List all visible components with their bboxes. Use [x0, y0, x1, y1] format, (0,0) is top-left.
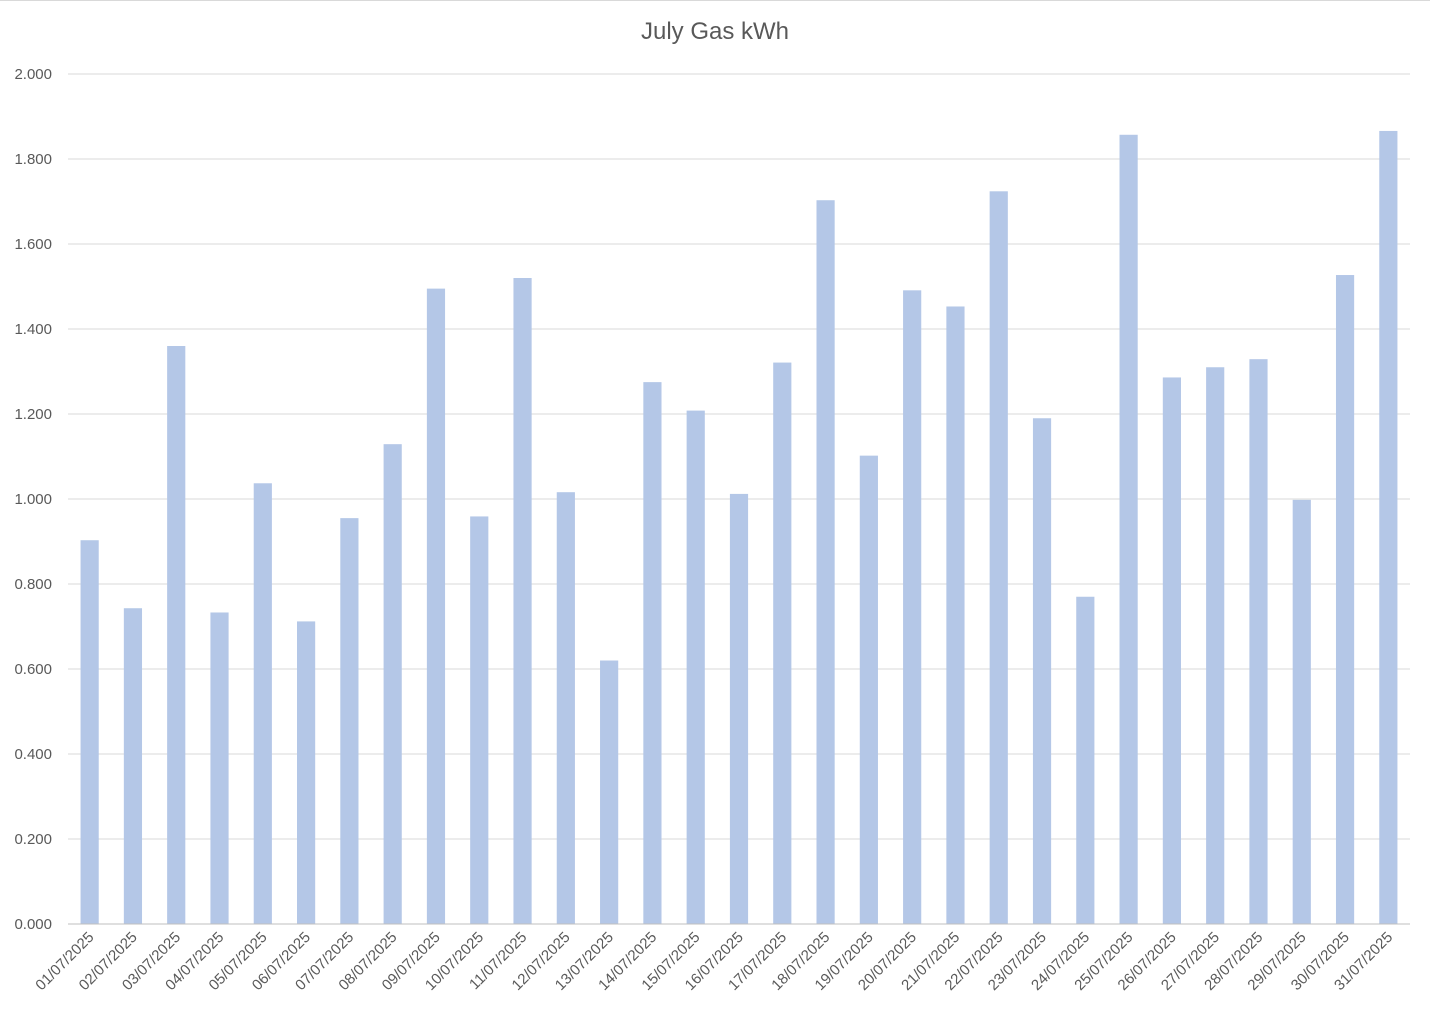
- bar: [80, 540, 99, 924]
- bar: [1335, 275, 1355, 924]
- bar: [1206, 367, 1225, 924]
- bar: [600, 660, 619, 924]
- bar: [1119, 134, 1138, 924]
- bar: [773, 362, 792, 924]
- y-tick-label: 1.400: [14, 321, 52, 338]
- bar: [297, 621, 316, 924]
- y-tick-label: 0.400: [14, 746, 52, 763]
- bar: [340, 518, 359, 924]
- bar: [903, 290, 922, 924]
- bar: [859, 455, 878, 924]
- bar: [729, 493, 749, 924]
- bar: [1032, 418, 1052, 924]
- bar: [426, 288, 446, 924]
- bar: [686, 410, 705, 925]
- bar: [1292, 499, 1311, 924]
- chart-title: July Gas kWh: [640, 18, 790, 45]
- bar: [643, 382, 662, 924]
- y-tick-label: 0.800: [14, 576, 52, 593]
- bar: [513, 278, 532, 924]
- bar: [1379, 130, 1398, 924]
- bar: [383, 444, 402, 924]
- bar: [123, 608, 143, 924]
- y-tick-label: 0.600: [14, 661, 52, 678]
- bar: [253, 483, 272, 924]
- y-tick-label: 1.600: [14, 236, 52, 253]
- bar: [816, 200, 835, 925]
- bar: [210, 612, 229, 924]
- y-tick-label: 1.000: [14, 491, 52, 508]
- y-tick-label: 2.000: [14, 66, 52, 83]
- bar: [1249, 359, 1268, 924]
- bar: [556, 492, 575, 924]
- bar: [167, 346, 186, 924]
- bar: [1076, 596, 1095, 924]
- y-tick-label: 0.200: [14, 831, 52, 848]
- y-tick-label: 0.000: [14, 916, 52, 933]
- y-tick-label: 1.200: [14, 406, 52, 423]
- bar: [946, 306, 965, 925]
- y-tick-label: 1.800: [14, 151, 52, 168]
- bar: [989, 191, 1008, 925]
- bar: [470, 516, 489, 924]
- bar: [1162, 377, 1181, 924]
